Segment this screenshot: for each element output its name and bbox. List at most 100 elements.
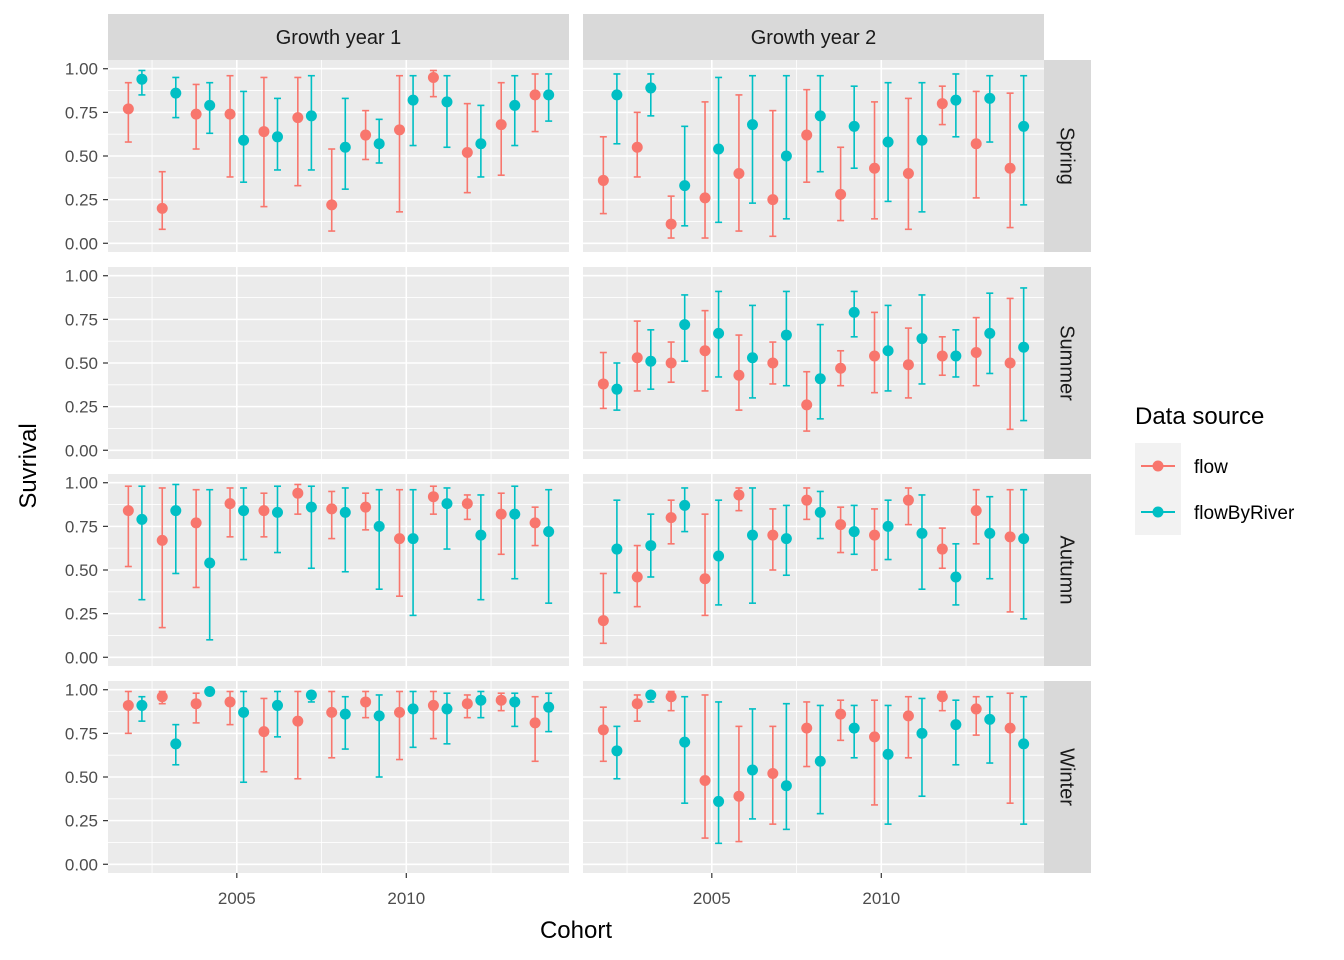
data-point-flowbyriver-2009 xyxy=(848,704,860,759)
data-point-flowbyriver-2004 xyxy=(679,487,691,533)
data-point-flowbyriver-2011 xyxy=(916,697,928,798)
panel-growth-year-1-winter xyxy=(108,681,569,873)
series-flow xyxy=(122,483,541,629)
point-marker xyxy=(611,543,623,555)
point-marker xyxy=(373,710,385,722)
y-axis-summer: 0.00 0.25 0.50 0.75 1.00 xyxy=(65,267,108,460)
point-marker xyxy=(224,696,236,708)
point-marker xyxy=(407,533,419,545)
data-point-flowbyriver-2003 xyxy=(645,329,657,390)
point-marker xyxy=(814,755,826,767)
data-point-flow-2012 xyxy=(936,690,948,712)
point-marker xyxy=(190,698,202,710)
data-point-flowbyriver-2011 xyxy=(916,294,928,385)
data-point-flow-2014 xyxy=(1004,297,1016,431)
point-marker xyxy=(936,98,948,110)
data-point-flow-2010 xyxy=(394,488,406,597)
data-point-flowbyriver-2012 xyxy=(950,699,962,766)
y-tick-label: 0.00 xyxy=(65,234,98,253)
data-point-flowbyriver-2003 xyxy=(170,483,182,575)
point-marker xyxy=(1018,738,1030,750)
data-point-flow-2002 xyxy=(597,136,609,215)
point-marker xyxy=(713,327,725,339)
point-marker xyxy=(848,120,860,132)
point-marker xyxy=(461,147,473,159)
x-axis-growth-year-2: 2005 2010 xyxy=(693,873,900,908)
point-marker xyxy=(326,706,338,718)
data-point-flow-2008 xyxy=(801,88,813,183)
data-point-flowbyriver-2002 xyxy=(136,69,148,96)
y-tick-label: 0.00 xyxy=(65,441,98,460)
point-marker xyxy=(679,736,691,748)
point-marker xyxy=(475,138,487,150)
y-tick-label: 1.00 xyxy=(65,474,98,493)
point-marker xyxy=(746,352,758,364)
point-marker xyxy=(950,571,962,583)
data-point-flowbyriver-2009 xyxy=(848,85,860,170)
data-point-flow-2004 xyxy=(665,690,677,712)
point-marker xyxy=(1004,531,1016,543)
point-marker xyxy=(495,694,507,706)
data-point-flowbyriver-2008 xyxy=(339,695,351,750)
point-marker xyxy=(360,696,372,708)
data-point-flowbyriver-2009 xyxy=(848,290,860,338)
data-point-flow-2008 xyxy=(801,487,813,521)
data-point-flow-2002 xyxy=(122,485,134,568)
point-marker xyxy=(631,698,643,710)
data-point-flowbyriver-2007 xyxy=(780,74,792,220)
point-marker xyxy=(292,487,304,499)
data-point-flowbyriver-2014 xyxy=(1018,74,1030,206)
point-marker xyxy=(984,327,996,339)
data-point-flow-2005 xyxy=(699,513,711,617)
data-point-flow-2006 xyxy=(733,94,745,232)
point-marker xyxy=(679,319,691,331)
panel-growth-year-1-summer xyxy=(108,267,569,459)
legend-entry-flow: flow xyxy=(1135,443,1228,489)
data-point-flow-2006 xyxy=(733,725,745,843)
data-point-flow-2014 xyxy=(529,73,541,133)
series-flow xyxy=(597,690,1016,843)
axes-layer: 0.00 0.25 0.50 0.75 1.00 0.00 0.25 0.50 0.75 1.00… xyxy=(65,60,900,908)
series-flow xyxy=(122,690,541,780)
point-marker xyxy=(427,491,439,503)
data-point-flow-2011 xyxy=(427,69,439,98)
x-tick-label: 2005 xyxy=(218,889,256,908)
data-point-flow-2014 xyxy=(529,695,541,763)
series-flowbyriver xyxy=(136,483,555,641)
point-marker xyxy=(441,498,453,510)
point-marker xyxy=(916,527,928,539)
data-point-flowbyriver-2004 xyxy=(679,125,691,227)
point-marker xyxy=(156,534,168,546)
data-point-flow-2011 xyxy=(427,690,439,740)
legend-title: Data source xyxy=(1135,403,1264,430)
panels-layer xyxy=(108,60,1044,873)
data-point-flow-2005 xyxy=(224,487,236,538)
data-point-flow-2002 xyxy=(597,706,609,763)
point-marker xyxy=(950,719,962,731)
data-point-flow-2006 xyxy=(733,334,745,411)
point-marker xyxy=(543,526,555,538)
data-point-flowbyriver-2014 xyxy=(1018,695,1030,825)
data-point-flow-2004 xyxy=(665,499,677,545)
point-marker xyxy=(292,112,304,124)
point-marker xyxy=(936,543,948,555)
data-point-flowbyriver-2013 xyxy=(509,74,521,147)
data-point-flow-2010 xyxy=(869,311,881,394)
point-marker xyxy=(848,722,860,734)
strip-label: Autumn xyxy=(1056,536,1078,605)
data-point-flow-2008 xyxy=(326,490,338,540)
point-marker xyxy=(916,134,928,146)
point-marker xyxy=(360,129,372,141)
y-tick-label: 0.75 xyxy=(65,103,98,122)
data-point-flowbyriver-2002 xyxy=(611,499,623,594)
data-point-flowbyriver-2013 xyxy=(984,292,996,375)
point-marker xyxy=(271,131,283,143)
data-point-flow-2012 xyxy=(936,336,948,377)
point-marker xyxy=(869,731,881,743)
data-point-flowbyriver-2012 xyxy=(950,73,962,138)
data-point-flowbyriver-2009 xyxy=(373,118,385,164)
point-marker xyxy=(360,501,372,513)
point-marker xyxy=(373,520,385,532)
x-tick-label: 2005 xyxy=(693,889,731,908)
data-point-flowbyriver-2013 xyxy=(984,495,996,580)
